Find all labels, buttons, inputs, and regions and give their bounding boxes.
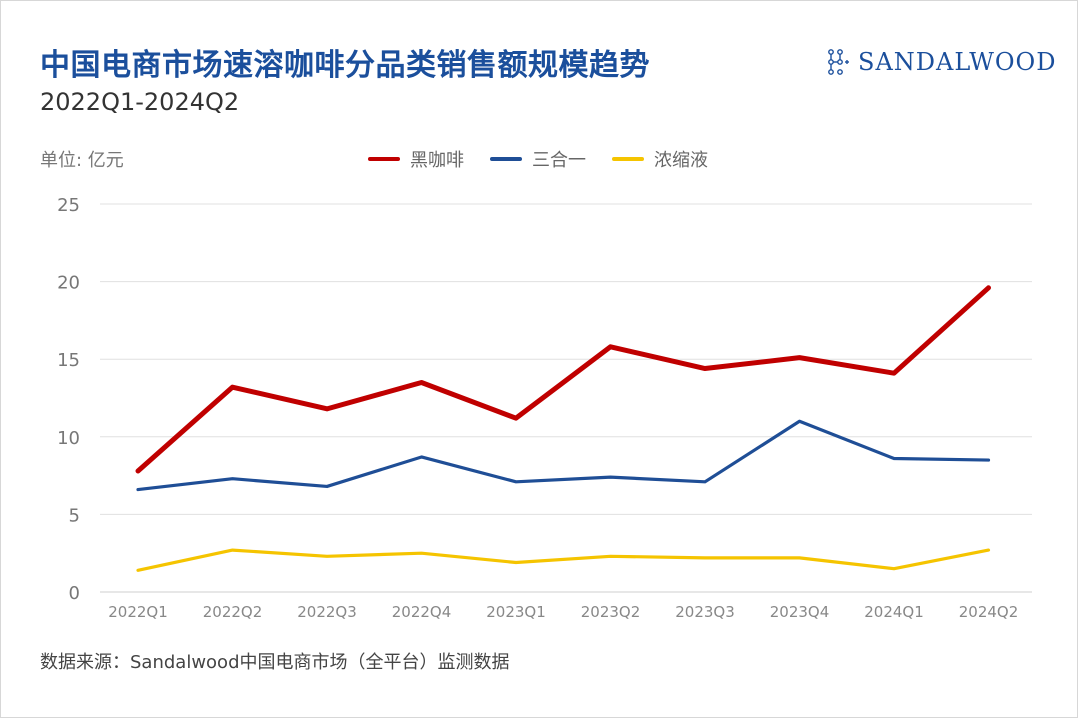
x-tick-label: 2023Q3 — [675, 603, 735, 621]
x-tick-label: 2022Q4 — [392, 603, 452, 621]
sandalwood-logo-text: SANDALWOOD — [858, 48, 1057, 76]
data-source-note: 数据来源：Sandalwood中国电商市场（全平台）监测数据 — [40, 652, 510, 673]
y-tick-label: 5 — [69, 505, 80, 526]
chart-title: 中国电商市场速溶咖啡分品类销售额规模趋势 — [40, 48, 650, 83]
series-line-concentrate — [136, 548, 991, 572]
x-tick-label: 2022Q2 — [203, 603, 263, 621]
chart-legend: 黑咖啡 三合一 浓缩液 — [368, 146, 708, 172]
x-tick-label: 2023Q4 — [770, 603, 830, 621]
legend-item-black-coffee: 黑咖啡 — [368, 146, 464, 172]
y-tick-label: 15 — [57, 350, 80, 371]
legend-label-concentrate: 浓缩液 — [654, 150, 708, 171]
unit-label: 单位: 亿元 — [40, 150, 124, 171]
legend-swatch-concentrate — [612, 157, 644, 161]
y-tick-label: 0 — [69, 583, 80, 604]
x-tick-label: 2023Q2 — [581, 603, 641, 621]
legend-label-three-in-one: 三合一 — [532, 150, 586, 171]
legend-label-black-coffee: 黑咖啡 — [410, 150, 464, 171]
x-tick-label: 2024Q2 — [959, 603, 1019, 621]
legend-swatch-three-in-one — [490, 157, 522, 161]
legend-item-three-in-one: 三合一 — [490, 146, 586, 172]
x-tick-label: 2024Q1 — [864, 603, 924, 621]
legend-item-concentrate: 浓缩液 — [612, 146, 708, 172]
y-tick-label: 20 — [57, 273, 80, 294]
x-tick-label: 2023Q1 — [486, 603, 546, 621]
y-tick-label: 25 — [57, 195, 80, 216]
chart-subtitle: 2022Q1-2024Q2 — [40, 88, 240, 116]
sandalwood-logo: SANDALWOOD — [826, 44, 1056, 80]
x-tick-label: 2022Q1 — [108, 603, 168, 621]
x-tick-label: 2022Q3 — [297, 603, 357, 621]
sandalwood-logo-icon — [828, 49, 849, 75]
legend-swatch-black-coffee — [368, 157, 400, 161]
series-line-black-coffee — [135, 285, 991, 474]
series-line-three-in-one — [136, 419, 991, 492]
y-tick-label: 10 — [57, 428, 80, 449]
